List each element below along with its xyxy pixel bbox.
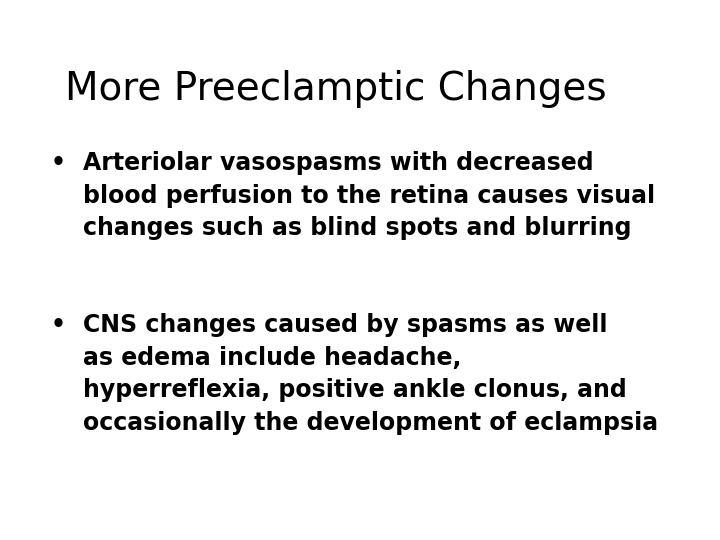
Text: •: • xyxy=(50,151,66,175)
Text: CNS changes caused by spasms as well
as edema include headache,
hyperreflexia, p: CNS changes caused by spasms as well as … xyxy=(83,313,658,435)
Text: More Preeclamptic Changes: More Preeclamptic Changes xyxy=(65,70,606,108)
Text: •: • xyxy=(50,313,66,337)
Text: Arteriolar vasospasms with decreased
blood perfusion to the retina causes visual: Arteriolar vasospasms with decreased blo… xyxy=(83,151,655,240)
